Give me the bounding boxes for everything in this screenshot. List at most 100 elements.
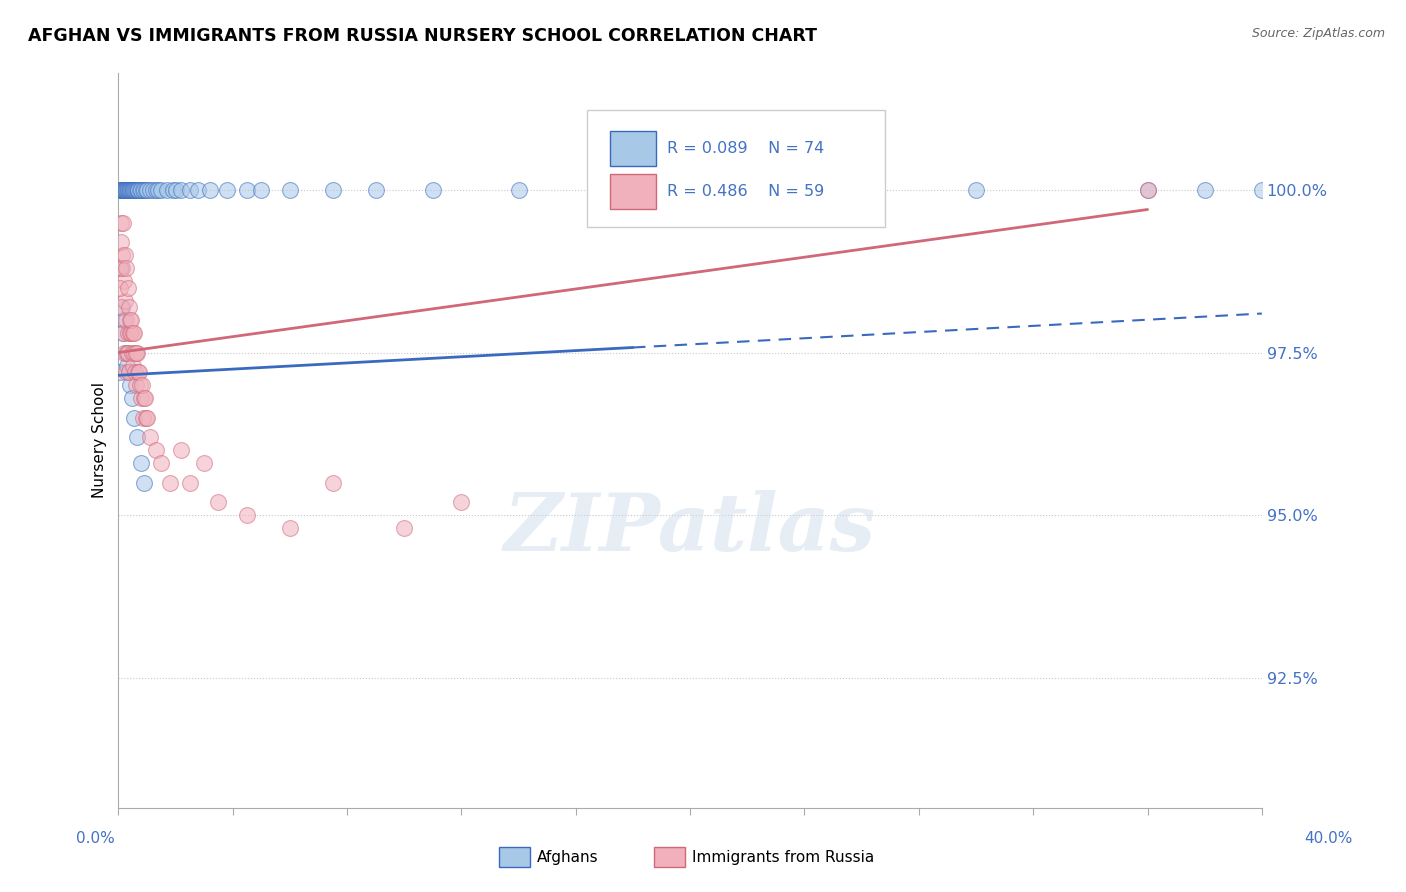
Point: [110, 183, 132, 197]
Point: [142, 183, 165, 197]
Point: [117, 183, 139, 197]
Point: [128, 365, 150, 379]
Point: [112, 274, 135, 288]
Point: [127, 365, 149, 379]
Point: [134, 391, 156, 405]
Point: [145, 443, 167, 458]
Point: [179, 475, 201, 490]
Point: [322, 475, 344, 490]
Point: [165, 183, 187, 197]
Point: [111, 183, 134, 197]
Point: [111, 248, 134, 262]
Point: [508, 183, 530, 197]
Point: [114, 313, 136, 327]
Point: [132, 183, 155, 197]
Point: [162, 183, 184, 197]
Point: [1194, 183, 1216, 197]
Point: [132, 475, 155, 490]
Point: [236, 508, 259, 522]
Point: [112, 183, 135, 197]
Text: AFGHAN VS IMMIGRANTS FROM RUSSIA NURSERY SCHOOL CORRELATION CHART: AFGHAN VS IMMIGRANTS FROM RUSSIA NURSERY…: [28, 27, 817, 45]
Point: [115, 345, 138, 359]
Text: ZIPatlas: ZIPatlas: [505, 490, 876, 567]
Point: [134, 183, 156, 197]
Point: [114, 183, 136, 197]
Point: [117, 345, 139, 359]
Point: [125, 345, 148, 359]
Point: [115, 313, 138, 327]
Point: [1136, 183, 1159, 197]
Point: [111, 183, 134, 197]
Point: [129, 456, 152, 470]
Point: [118, 183, 141, 197]
Point: [120, 183, 142, 197]
Point: [118, 365, 141, 379]
Point: [120, 313, 142, 327]
Point: [110, 300, 132, 314]
Point: [125, 345, 148, 359]
Point: [150, 183, 173, 197]
Text: 0.0%: 0.0%: [76, 831, 115, 846]
Text: Immigrants from Russia: Immigrants from Russia: [692, 850, 875, 864]
Point: [134, 391, 156, 405]
Point: [156, 183, 179, 197]
Point: [236, 183, 259, 197]
Point: [112, 215, 135, 229]
Point: [136, 183, 159, 197]
Point: [1136, 183, 1159, 197]
Point: [122, 326, 145, 340]
Point: [122, 183, 145, 197]
Text: Afghans: Afghans: [537, 850, 599, 864]
Point: [118, 183, 141, 197]
Point: [114, 365, 136, 379]
Point: [110, 260, 132, 275]
Point: [115, 183, 138, 197]
Point: [136, 410, 159, 425]
Point: [111, 260, 134, 275]
Point: [118, 300, 141, 314]
Point: [131, 391, 153, 405]
Point: [965, 183, 987, 197]
Point: [111, 300, 134, 314]
Point: [115, 345, 138, 359]
FancyBboxPatch shape: [588, 110, 884, 227]
Point: [117, 183, 139, 197]
Point: [128, 183, 150, 197]
Point: [121, 391, 143, 405]
Point: [394, 521, 416, 535]
Point: [193, 456, 215, 470]
Point: [121, 359, 143, 373]
Point: [110, 183, 132, 197]
Point: [278, 521, 301, 535]
Point: [127, 183, 149, 197]
Point: [120, 326, 142, 340]
Point: [117, 326, 139, 340]
Point: [187, 183, 209, 197]
Point: [108, 365, 131, 379]
Point: [112, 326, 135, 340]
Text: Source: ZipAtlas.com: Source: ZipAtlas.com: [1251, 27, 1385, 40]
Point: [121, 345, 143, 359]
Point: [108, 183, 131, 197]
Point: [122, 183, 145, 197]
Point: [112, 183, 135, 197]
Point: [150, 456, 173, 470]
Point: [170, 443, 193, 458]
Text: R = 0.089    N = 74: R = 0.089 N = 74: [668, 141, 824, 156]
Point: [132, 410, 155, 425]
Point: [108, 280, 131, 294]
Point: [450, 495, 472, 509]
Point: [207, 495, 229, 509]
Point: [125, 183, 148, 197]
Point: [364, 183, 387, 197]
Y-axis label: Nursery School: Nursery School: [93, 383, 107, 499]
Point: [139, 183, 162, 197]
Point: [124, 183, 146, 197]
Point: [823, 183, 845, 197]
Point: [593, 183, 616, 197]
Point: [159, 475, 181, 490]
Point: [115, 260, 138, 275]
Point: [110, 235, 132, 249]
Point: [170, 183, 193, 197]
Point: [120, 378, 142, 392]
